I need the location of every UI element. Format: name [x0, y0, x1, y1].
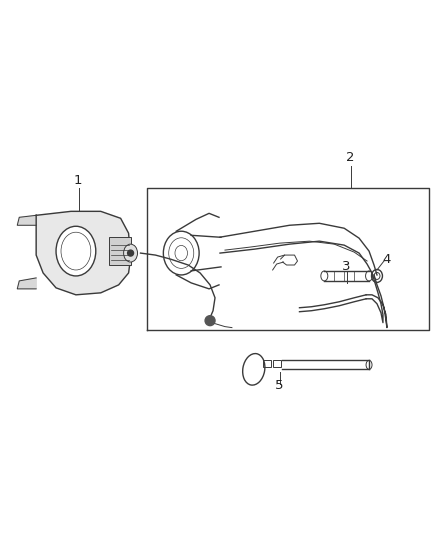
Text: 1: 1	[74, 174, 82, 187]
Text: 5: 5	[275, 379, 283, 392]
Bar	[263, 360, 271, 367]
Polygon shape	[36, 212, 131, 295]
Polygon shape	[17, 215, 36, 225]
Text: 2: 2	[346, 151, 355, 164]
Ellipse shape	[124, 244, 138, 262]
Bar	[109, 237, 131, 265]
Text: 3: 3	[342, 260, 351, 273]
Circle shape	[127, 250, 134, 256]
Text: 4: 4	[382, 253, 390, 266]
Ellipse shape	[56, 226, 96, 276]
Circle shape	[205, 316, 215, 326]
Polygon shape	[17, 278, 36, 289]
Bar	[273, 360, 281, 367]
